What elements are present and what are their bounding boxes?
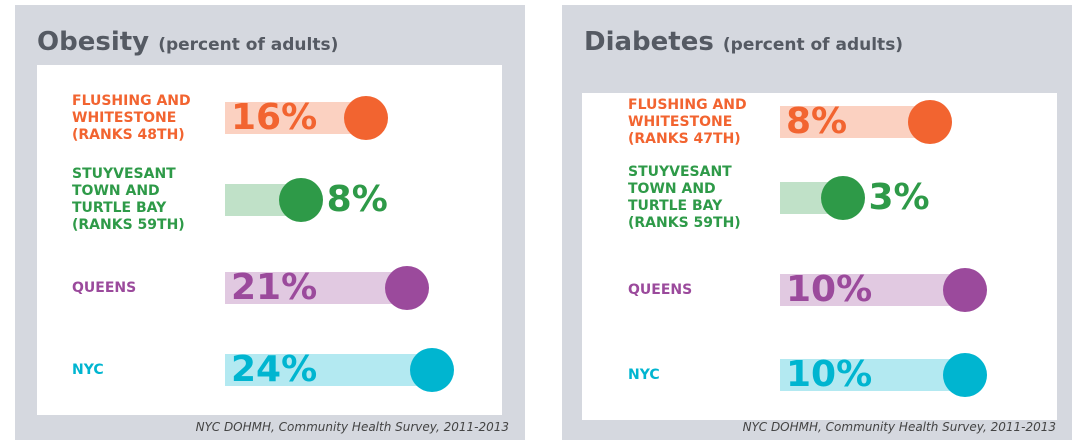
category-label: FLUSHING AND WHITESTONE (RANKS 48TH)	[72, 92, 191, 143]
category-label: FLUSHING AND WHITESTONE (RANKS 47TH)	[628, 96, 747, 147]
title: Diabetes	[584, 27, 714, 57]
category-label: NYC	[628, 366, 660, 383]
source: NYC DOHMH, Community Health Survey, 2011…	[195, 420, 509, 434]
bar-end-dot	[908, 100, 952, 144]
value-label: 8%	[786, 101, 848, 142]
bar-end-dot	[943, 268, 987, 312]
bar	[225, 354, 432, 386]
category-label: QUEENS	[72, 279, 137, 296]
bar-end-dot	[820, 176, 865, 220]
bar-end-dot	[385, 266, 430, 310]
title-row: Diabetes (percent of adults)	[584, 27, 903, 57]
bar-end-dot	[278, 178, 323, 222]
value-label: 21%	[231, 267, 318, 308]
category-label: STUYVESANT TOWN AND TURTLE BAY (RANKS 59…	[628, 164, 741, 231]
category-label: QUEENS	[628, 281, 693, 298]
bar	[780, 106, 930, 138]
bar	[780, 274, 965, 306]
bar	[225, 102, 367, 134]
bar-end-dot	[943, 353, 987, 397]
value-label: 10%	[786, 269, 873, 310]
subtitle: (percent of adults)	[158, 35, 339, 55]
category-label: STUYVESANT TOWN AND TURTLE BAY (RANKS 59…	[72, 166, 185, 233]
subtitle: (percent of adults)	[722, 35, 904, 55]
bar-end-dot	[410, 348, 454, 392]
title: Obesity	[37, 27, 150, 57]
panel: Diabetes (percent of adults) NYC DOHMH, …	[562, 5, 1072, 440]
value-label: 3%	[868, 177, 930, 218]
source: NYC DOHMH, Community Health Survey, 2011…	[742, 420, 1056, 434]
value-label: 16%	[231, 97, 318, 138]
category-label: NYC	[72, 361, 104, 378]
bar	[225, 272, 408, 304]
panel: Obesity (percent of adults) NYC DOHMH, C…	[15, 5, 525, 440]
value-label: 24%	[231, 349, 318, 390]
title-row: Obesity (percent of adults)	[37, 27, 338, 57]
bar	[780, 359, 965, 391]
value-label: 8%	[326, 179, 388, 220]
value-label: 10%	[786, 354, 873, 395]
bar-end-dot	[344, 96, 389, 140]
